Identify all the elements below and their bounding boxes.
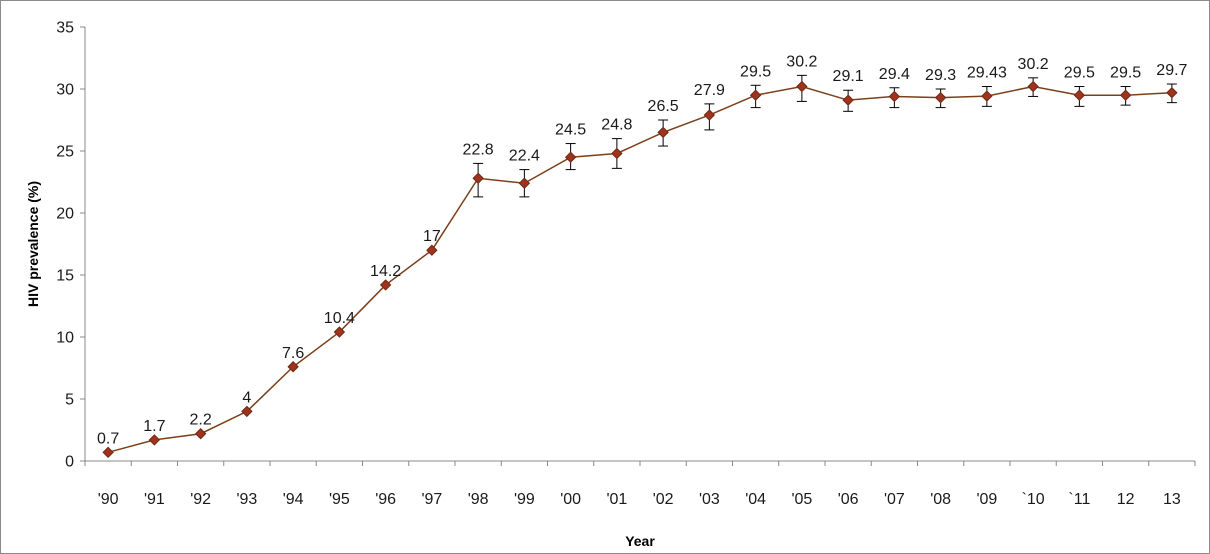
data-point-marker <box>934 91 947 104</box>
data-label: 29.4 <box>879 66 910 83</box>
data-point-marker <box>472 172 484 184</box>
data-label: 22.4 <box>509 148 540 165</box>
data-label: 2.2 <box>190 412 212 429</box>
data-label: 24.8 <box>601 117 632 134</box>
data-point-marker <box>564 151 577 163</box>
data-point-marker <box>657 126 669 139</box>
data-label: 29.1 <box>833 68 864 85</box>
x-tick-label: '05 <box>791 491 812 508</box>
series-line <box>107 85 1172 454</box>
y-tick-label: 5 <box>65 392 74 409</box>
data-markers <box>102 80 1178 459</box>
x-tick-label: '02 <box>653 491 674 508</box>
data-label: 1.7 <box>143 418 165 435</box>
data-labels: 0.7 1.7 2.2 4 7.6 10.4 14.2 17 22.8 22.4 24.5 24.8 2… <box>97 53 1188 447</box>
data-label: 29.5 <box>740 63 771 80</box>
x-tick-label: '96 <box>375 491 396 508</box>
data-point-marker <box>749 89 762 101</box>
data-point-marker <box>842 94 854 106</box>
x-tick-label: '99 <box>514 491 535 508</box>
x-tick-label: '04 <box>745 491 766 508</box>
data-point-marker <box>1073 89 1086 101</box>
data-point-marker <box>241 405 253 418</box>
data-point-marker <box>1166 87 1178 99</box>
y-axis-title: HIV prevalence (%) <box>25 181 41 307</box>
data-point-marker <box>981 90 993 102</box>
data-label: 26.5 <box>648 98 679 115</box>
data-point-marker <box>1027 80 1039 93</box>
data-label: 29.5 <box>1110 65 1141 82</box>
data-point-marker <box>379 279 392 291</box>
data-point-marker <box>611 147 623 160</box>
x-tick-labels: '90 '91 '92 '93 '94 '95 '96 '97 '98 '99 '00 '01 '02 '… <box>84 461 1196 508</box>
x-tick-label: '07 <box>884 491 905 508</box>
data-point-marker <box>148 434 161 446</box>
y-tick-label: 25 <box>56 144 74 161</box>
x-tick-label: 13 <box>1163 491 1181 508</box>
x-tick-label: '94 <box>283 491 304 508</box>
data-label: 7.6 <box>282 345 304 362</box>
data-label: 4 <box>242 389 251 406</box>
data-point-marker <box>426 244 438 256</box>
x-tick-label: 12 <box>1117 491 1135 508</box>
data-label: 30.2 <box>1018 56 1049 73</box>
data-point-marker <box>194 428 207 440</box>
data-point-marker <box>888 90 901 103</box>
x-tick-label: '00 <box>560 491 581 508</box>
x-tick-label: '98 <box>468 491 489 508</box>
data-label: 17 <box>423 228 441 245</box>
y-tick-labels: 0 5 10 15 20 25 30 35 <box>56 20 85 471</box>
x-tick-label: '97 <box>421 491 442 508</box>
data-label: 0.7 <box>97 430 119 447</box>
x-tick-label: '92 <box>190 491 211 508</box>
x-axis-title: Year <box>625 533 655 549</box>
data-label: 29.7 <box>1156 62 1187 79</box>
x-tick-label: '93 <box>236 491 257 508</box>
x-tick-label: '06 <box>838 491 859 508</box>
y-tick-label: 10 <box>56 330 74 347</box>
data-label: 27.9 <box>694 82 725 99</box>
x-tick-label: '08 <box>930 491 951 508</box>
data-point-marker <box>518 177 531 189</box>
y-tick-label: 35 <box>56 20 74 37</box>
x-tick-label: '91 <box>144 491 165 508</box>
data-label: 14.2 <box>370 263 401 280</box>
data-point-marker <box>287 361 299 373</box>
data-point-marker <box>703 109 716 121</box>
data-point-marker <box>102 446 114 459</box>
data-label: 29.5 <box>1064 65 1095 82</box>
data-label: 24.5 <box>555 122 586 139</box>
y-tick-label: 0 <box>65 454 74 471</box>
x-tick-label: '90 <box>98 491 119 508</box>
x-tick-label: '95 <box>329 491 350 508</box>
data-point-marker <box>796 80 808 93</box>
data-point-marker <box>1119 89 1132 101</box>
x-tick-label: '09 <box>976 491 997 508</box>
data-point-marker <box>333 326 346 338</box>
data-label: 29.43 <box>967 65 1007 82</box>
x-tick-label: '01 <box>606 491 627 508</box>
data-label: 30.2 <box>786 53 817 70</box>
data-label: 10.4 <box>324 310 355 327</box>
x-tick-label: `11 <box>1068 491 1090 508</box>
y-tick-label: 15 <box>56 268 74 285</box>
x-tick-label: `10 <box>1022 491 1045 508</box>
y-tick-label: 20 <box>56 206 74 223</box>
x-tick-label: '03 <box>699 491 720 508</box>
data-label: 29.3 <box>925 67 956 84</box>
y-tick-label: 30 <box>56 82 74 99</box>
data-label: 22.8 <box>463 141 494 158</box>
